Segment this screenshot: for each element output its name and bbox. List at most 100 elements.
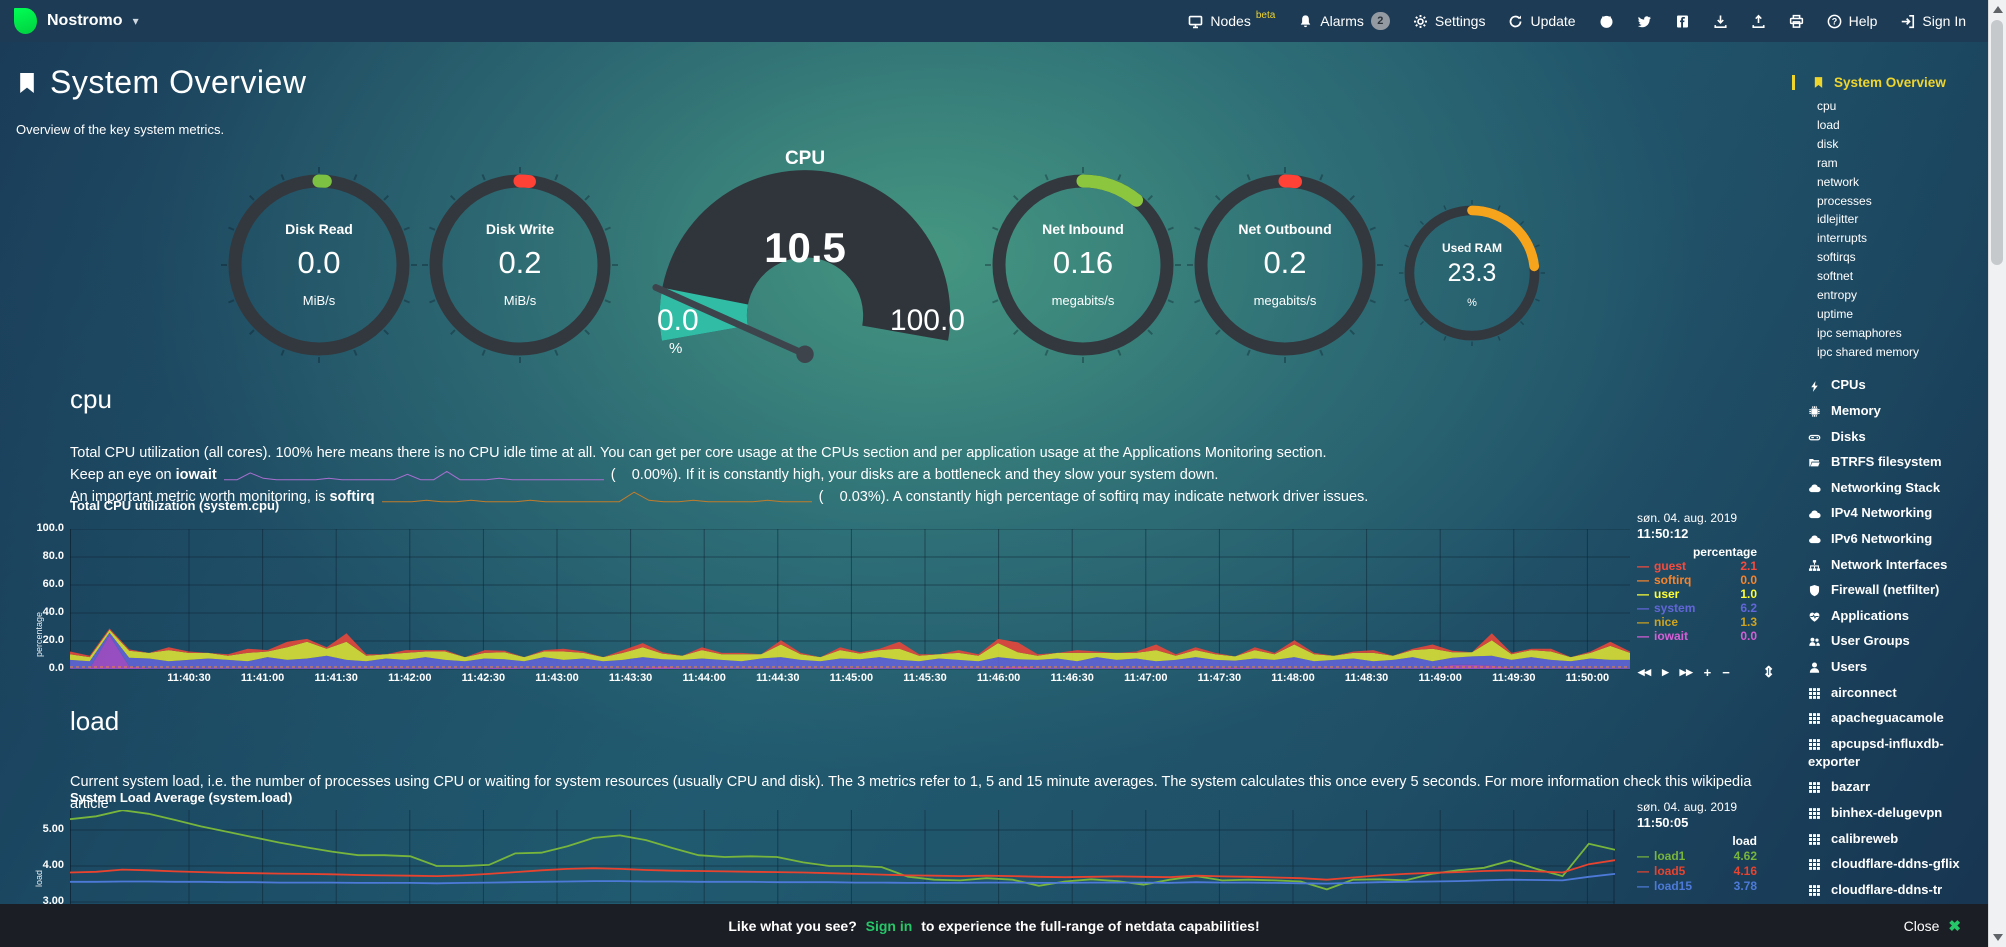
sidebar-node-label: cloudflare-ddns-tr bbox=[1831, 881, 1943, 897]
nav-item-print[interactable] bbox=[1789, 14, 1804, 29]
gauge-cpu[interactable]: CPU 10.5 0.0 100.0 % bbox=[643, 140, 967, 392]
sidebar-item-ipv6-networking[interactable]: IPv6 Networking bbox=[1808, 526, 1988, 552]
x-tick-label: 11:44:30 bbox=[756, 672, 800, 684]
legend-item-system[interactable]: — system 6.2 bbox=[1637, 601, 1757, 615]
gauge-unit: MiB/s bbox=[503, 293, 537, 308]
sidebar-item-ipv4-networking[interactable]: IPv4 Networking bbox=[1808, 501, 1988, 527]
zoom-out-button[interactable]: − bbox=[1722, 664, 1730, 680]
sidebar-node-apcupsd-influxdb-exporter[interactable]: apcupsd-influxdb-exporter bbox=[1808, 731, 1988, 775]
gauge-disk-read[interactable]: Disk Read 0.0 MiB/s bbox=[217, 163, 421, 367]
nav-item-label: Update bbox=[1530, 13, 1576, 29]
download-icon bbox=[1714, 15, 1727, 28]
sidebar-subitem-disk[interactable]: disk bbox=[1817, 136, 1839, 151]
sidebar-node-airconnect[interactable]: airconnect bbox=[1808, 680, 1988, 706]
legend-item-softirq[interactable]: — softirq 0.0 bbox=[1637, 573, 1757, 587]
sidebar-item-user-groups[interactable]: User Groups bbox=[1808, 629, 1988, 655]
cpu-chart-title: Total CPU utilization (system.cpu) bbox=[70, 498, 280, 513]
load-chart-plot[interactable] bbox=[70, 810, 1615, 945]
sidebar-node-binhex-delugevpn[interactable]: binhex-delugevpn bbox=[1808, 800, 1988, 826]
sidebar-subitem-uptime[interactable]: uptime bbox=[1817, 306, 1854, 321]
cpu-gauge-unit: % bbox=[669, 340, 683, 357]
nav-item-import-snapshot[interactable] bbox=[1751, 14, 1766, 29]
gauge-used-ram[interactable]: Used RAM 23.3 % bbox=[1396, 197, 1548, 349]
sidebar-item-btrfs-filesystem[interactable]: BTRFS filesystem bbox=[1808, 449, 1988, 475]
cpu-chart-plot[interactable] bbox=[70, 529, 1630, 670]
chart-resize-handle[interactable]: ⇕ bbox=[1762, 664, 1775, 681]
gauge-value: 0.2 bbox=[498, 245, 542, 280]
legend-item-iowait[interactable]: — iowait 0.0 bbox=[1637, 629, 1757, 643]
sidebar-subitem-load[interactable]: load bbox=[1817, 117, 1840, 132]
nav-item-export-snapshot[interactable] bbox=[1713, 14, 1728, 29]
nav-item-update[interactable]: Update bbox=[1508, 13, 1576, 29]
sidebar-subitem-ipc-shared-memory[interactable]: ipc shared memory bbox=[1817, 344, 1920, 359]
legend-item-user[interactable]: — user 1.0 bbox=[1637, 587, 1757, 601]
sidebar-item-firewall-netfilter-[interactable]: Firewall (netfilter) bbox=[1808, 577, 1988, 603]
sidebar-subitem-entropy[interactable]: entropy bbox=[1817, 288, 1858, 303]
zoom-in-button[interactable]: + bbox=[1703, 664, 1712, 680]
legend-item-nice[interactable]: — nice 1.3 bbox=[1637, 615, 1757, 629]
sidebar-subitem-idlejitter[interactable]: idlejitter bbox=[1817, 212, 1859, 227]
sidebar-item-memory[interactable]: Memory bbox=[1808, 398, 1988, 424]
gauge-net-inbound[interactable]: Net Inbound 0.16 megabits/s bbox=[981, 163, 1185, 367]
sidebar-subitem-ram[interactable]: ram bbox=[1817, 155, 1838, 170]
cpu-desc-line2: Keep an eye on iowait ( 0.00%). If it is… bbox=[70, 467, 1219, 483]
pan-forward-button[interactable]: ▸▸ bbox=[1679, 664, 1693, 679]
legend-name: load5 bbox=[1654, 863, 1686, 878]
nav-item-sign-in[interactable]: Sign In bbox=[1900, 13, 1966, 29]
sidebar-item-network-interfaces[interactable]: Network Interfaces bbox=[1808, 552, 1988, 578]
sidebar-subitem-softnet[interactable]: softnet bbox=[1817, 269, 1854, 284]
sidebar-node-cloudflare-ddns-gflix[interactable]: cloudflare-ddns-gflix bbox=[1808, 851, 1988, 877]
banner-signin-link[interactable]: Sign in bbox=[865, 917, 913, 934]
nav-item-help[interactable]: ? Help bbox=[1827, 13, 1877, 29]
sidebar-node-apacheguacamole[interactable]: apacheguacamole bbox=[1808, 705, 1988, 731]
nav-item-github[interactable] bbox=[1599, 14, 1614, 29]
banner-close-button[interactable]: Close ✖ bbox=[1904, 917, 1961, 935]
legend-name: iowait bbox=[1654, 629, 1689, 643]
play-button[interactable]: ▸ bbox=[1662, 664, 1669, 679]
sidebar-subitem-cpu[interactable]: cpu bbox=[1817, 99, 1837, 113]
gauge-net-outbound[interactable]: Net Outbound 0.2 megabits/s bbox=[1183, 163, 1387, 367]
nav-item-twitter[interactable] bbox=[1637, 14, 1652, 29]
sidebar-item-networking-stack[interactable]: Networking Stack bbox=[1808, 475, 1988, 501]
sidebar-subitem-interrupts[interactable]: interrupts bbox=[1817, 231, 1868, 246]
legend-dash-icon: — bbox=[1637, 848, 1649, 863]
sidebar-node-calibreweb[interactable]: calibreweb bbox=[1808, 826, 1988, 852]
sidebar-item-cpus[interactable]: CPUs bbox=[1808, 373, 1988, 399]
sidebar-node-cloudflare-ddns-tr[interactable]: cloudflare-ddns-tr bbox=[1808, 877, 1988, 903]
nav-item-alarms[interactable]: Alarms 2 bbox=[1298, 12, 1390, 30]
legend-item-load1[interactable]: — load1 4.62 bbox=[1637, 848, 1757, 863]
nav-item-facebook[interactable] bbox=[1675, 14, 1690, 29]
gauge-unit: megabits/s bbox=[1253, 293, 1317, 308]
sidebar-item-users[interactable]: Users bbox=[1808, 654, 1988, 680]
y-tick-label: 5.00 bbox=[42, 823, 64, 835]
legend-item-guest[interactable]: — guest 2.1 bbox=[1637, 559, 1757, 573]
cpu-gauge-value: 10.5 bbox=[764, 224, 846, 271]
nav-item-label: Alarms bbox=[1320, 13, 1364, 29]
scrollbar-up-arrow[interactable] bbox=[1993, 6, 2003, 13]
sidebar-subitem-processes[interactable]: processes bbox=[1817, 193, 1872, 208]
nav-item-nodes[interactable]: Nodes beta bbox=[1188, 10, 1275, 29]
sidebar-node-bazarr[interactable]: bazarr bbox=[1808, 775, 1988, 801]
sidebar-item-disks[interactable]: Disks bbox=[1808, 424, 1988, 450]
legend-item-load5[interactable]: — load5 4.16 bbox=[1637, 863, 1757, 878]
sync-icon bbox=[1510, 15, 1522, 27]
x-tick-label: 11:45:30 bbox=[903, 672, 947, 684]
gauge-disk-write[interactable]: Disk Write 0.2 MiB/s bbox=[418, 163, 622, 367]
sidebar-subitem-network[interactable]: network bbox=[1817, 174, 1860, 189]
legend-item-load15[interactable]: — load15 3.78 bbox=[1637, 878, 1757, 893]
scrollbar-down-arrow[interactable] bbox=[1993, 934, 2003, 941]
sidebar-subitem-ipc-semaphores[interactable]: ipc semaphores bbox=[1817, 325, 1902, 340]
pan-backward-button[interactable]: ◂◂ bbox=[1638, 664, 1652, 679]
sidebar-item-label: BTRFS filesystem bbox=[1831, 454, 1942, 470]
page-scrollbar[interactable] bbox=[1988, 0, 2006, 947]
cloud-icon bbox=[1809, 535, 1821, 544]
sidebar-item-system-overview[interactable]: System Overview bbox=[1792, 75, 1988, 90]
nav-item-settings[interactable]: Settings bbox=[1413, 13, 1485, 29]
gauge-ring bbox=[221, 167, 417, 363]
sidebar-item-applications[interactable]: Applications bbox=[1808, 603, 1988, 629]
legend-value: 1.0 bbox=[1740, 587, 1757, 601]
sidebar-submenu: cpu load disk ram network processes idlejitter… bbox=[1790, 97, 1988, 362]
node-selector[interactable]: Nostromo ▾ bbox=[14, 8, 139, 34]
scrollbar-thumb[interactable] bbox=[1991, 20, 2003, 265]
sidebar-subitem-softirqs[interactable]: softirqs bbox=[1817, 250, 1856, 265]
